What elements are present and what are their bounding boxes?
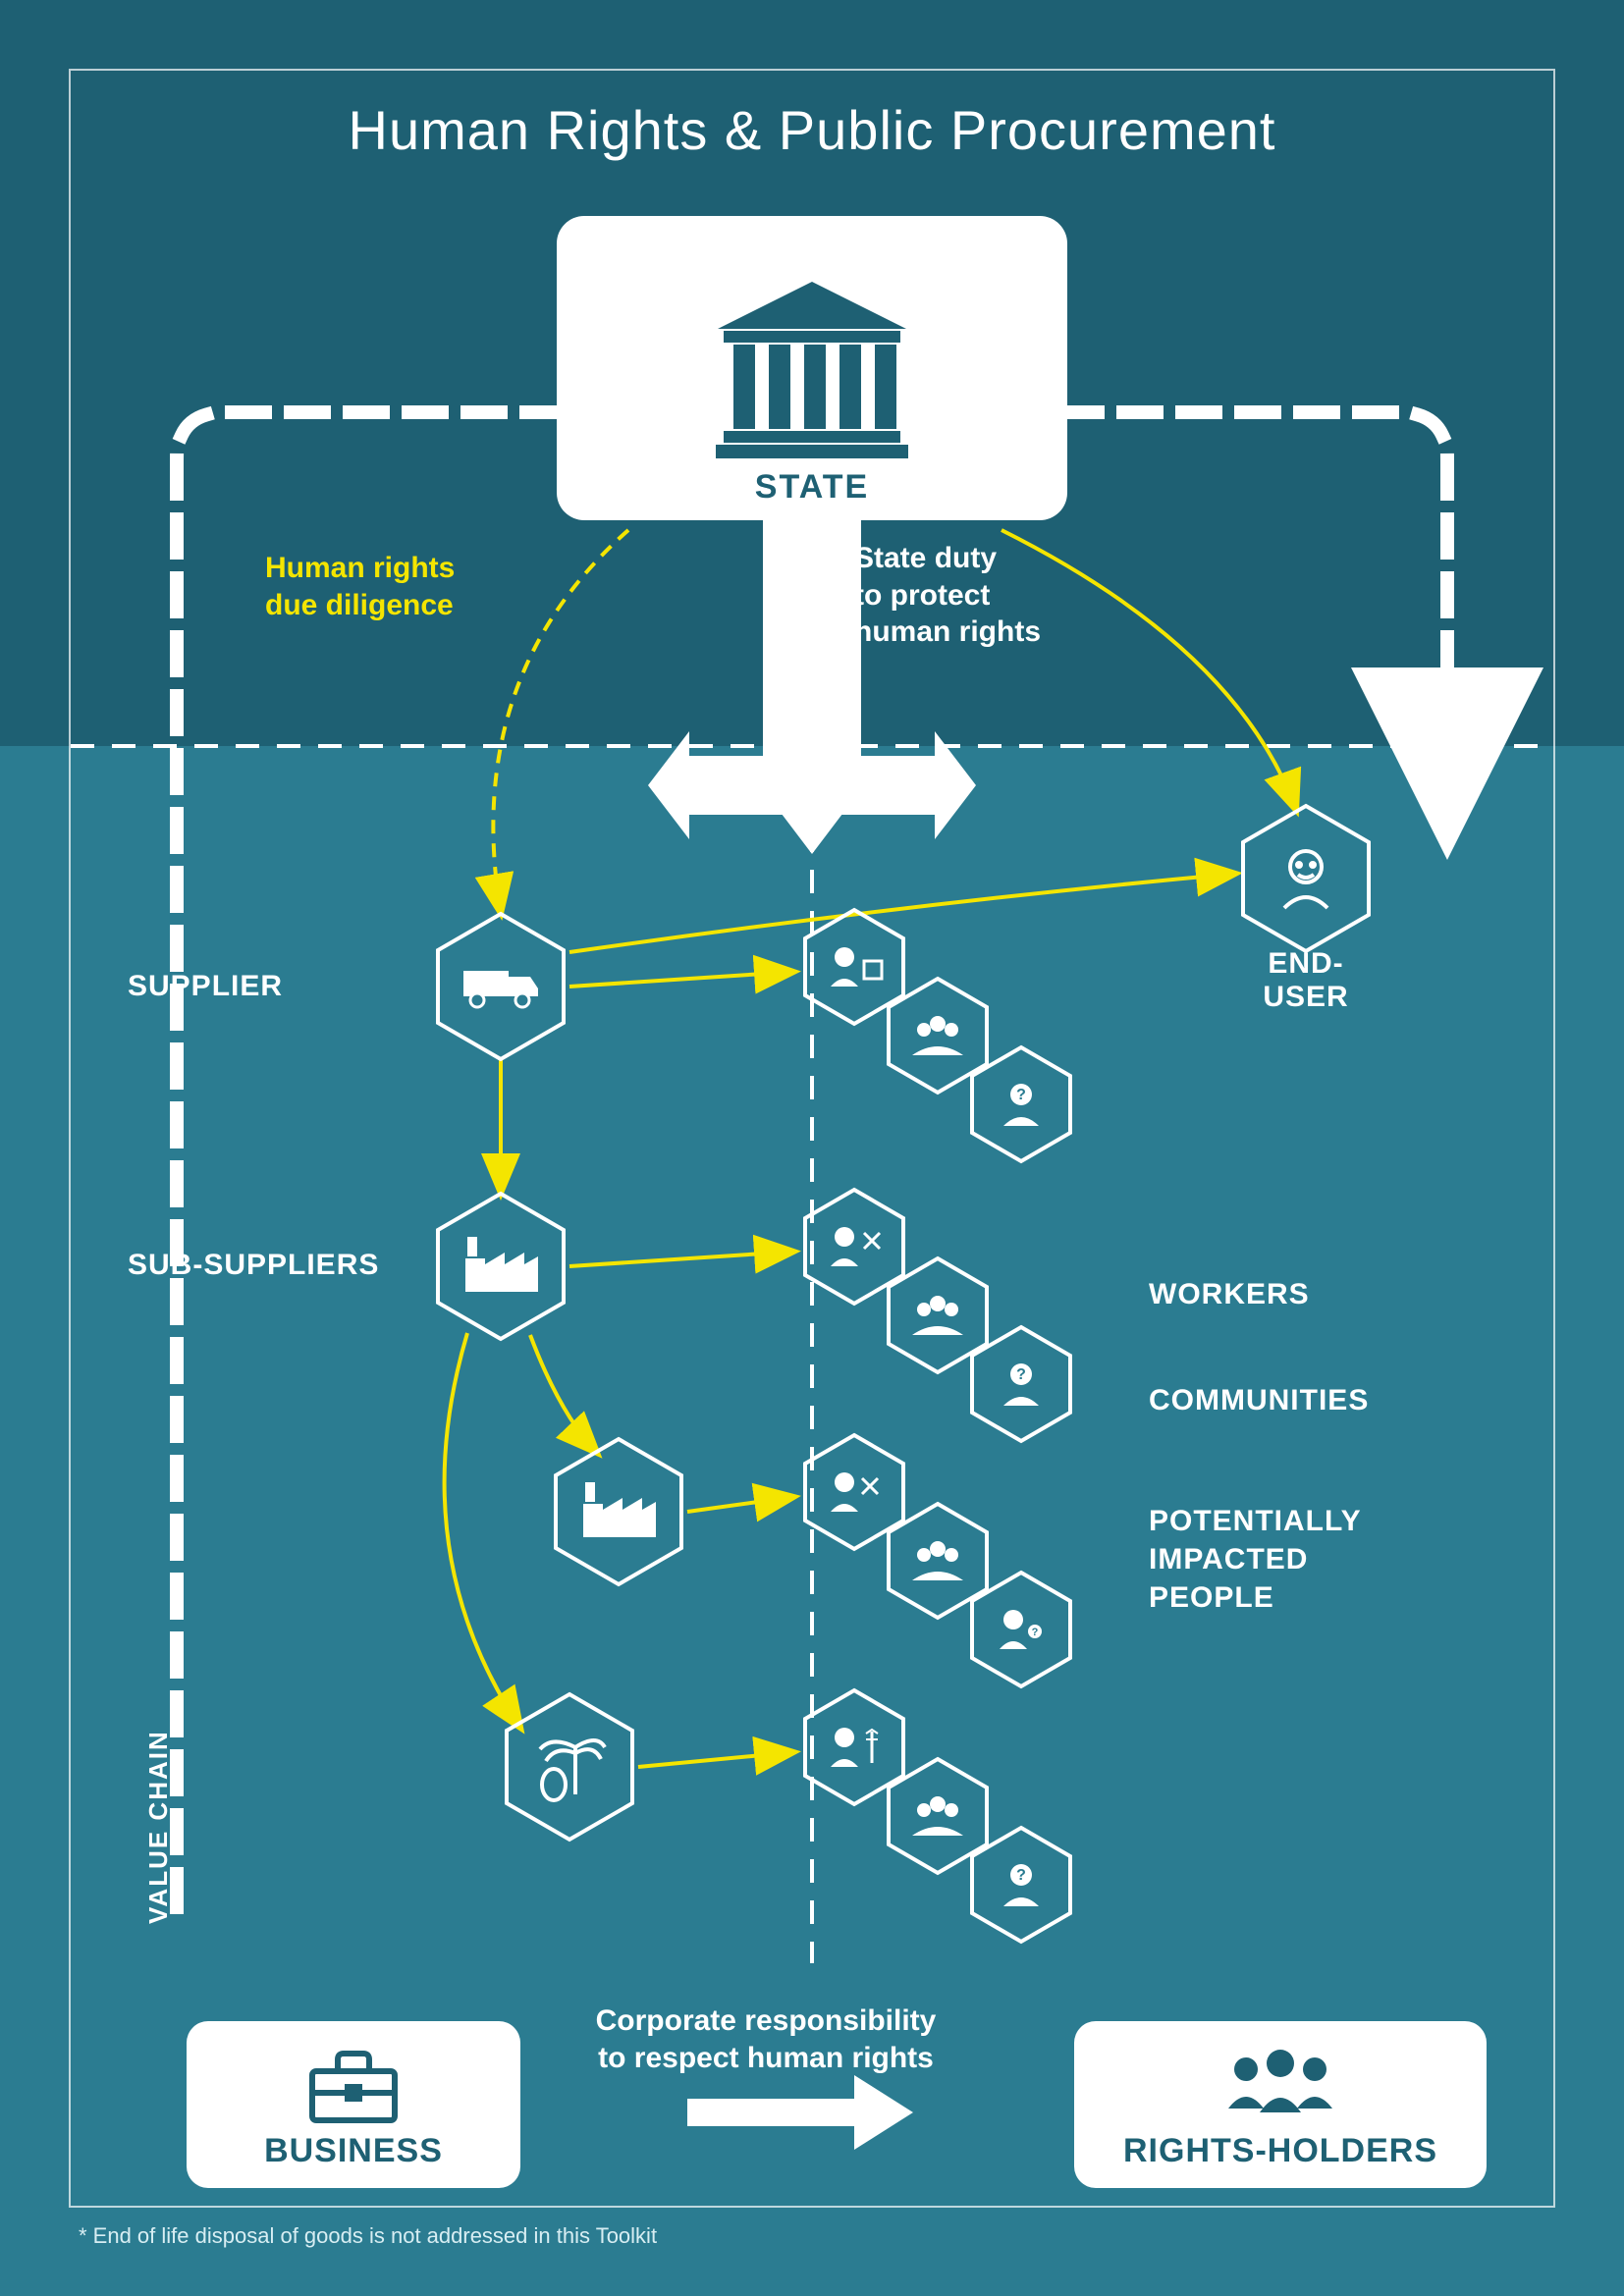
- corp-line2: to respect human rights: [598, 2042, 934, 2074]
- due-diligence-line1: Human rights: [265, 552, 455, 584]
- state-node: STATE: [557, 216, 1067, 520]
- communities-label: COMMUNITIES: [1149, 1384, 1369, 1417]
- workers-label: WORKERS: [1149, 1278, 1310, 1311]
- rights-holders-node: RIGHTS-HOLDERS: [1074, 2021, 1487, 2188]
- state-duty-line3: human rights: [854, 615, 1041, 648]
- pip-label: POTENTIALLY IMPACTED PEOPLE: [1149, 1502, 1362, 1617]
- corporate-responsibility-label: Corporate responsibility to respect huma…: [550, 2002, 982, 2076]
- state-label: STATE: [755, 468, 869, 507]
- corp-line1: Corporate responsibility: [596, 2004, 937, 2037]
- pip-line1: POTENTIALLY: [1149, 1505, 1362, 1537]
- page-title: Human Rights & Public Procurement: [0, 98, 1624, 162]
- state-duty-line1: State duty: [854, 542, 997, 574]
- state-duty-line2: to protect: [854, 579, 990, 612]
- supplier-label: SUPPLIER: [128, 970, 283, 1003]
- state-building-icon: [704, 276, 920, 462]
- briefcase-icon: [304, 2048, 403, 2126]
- due-diligence-label: Human rights due diligence: [265, 550, 455, 623]
- sub-suppliers-label: SUB-SUPPLIERS: [128, 1249, 379, 1282]
- state-duty-label: State duty to protect human rights: [854, 540, 1041, 651]
- business-label: BUSINESS: [264, 2132, 443, 2170]
- due-diligence-line2: due diligence: [265, 589, 454, 621]
- rights-holders-label: RIGHTS-HOLDERS: [1123, 2132, 1437, 2170]
- pip-line2: IMPACTED: [1149, 1543, 1308, 1575]
- end-user-label: END-USER: [1227, 947, 1384, 1014]
- page: ? ? ?: [0, 0, 1624, 2296]
- people-group-icon: [1217, 2048, 1344, 2126]
- value-chain-label: VALUE CHAIN: [143, 1730, 174, 1924]
- business-node: BUSINESS: [187, 2021, 520, 2188]
- pip-line3: PEOPLE: [1149, 1581, 1274, 1614]
- footnote: * End of life disposal of goods is not a…: [79, 2223, 657, 2249]
